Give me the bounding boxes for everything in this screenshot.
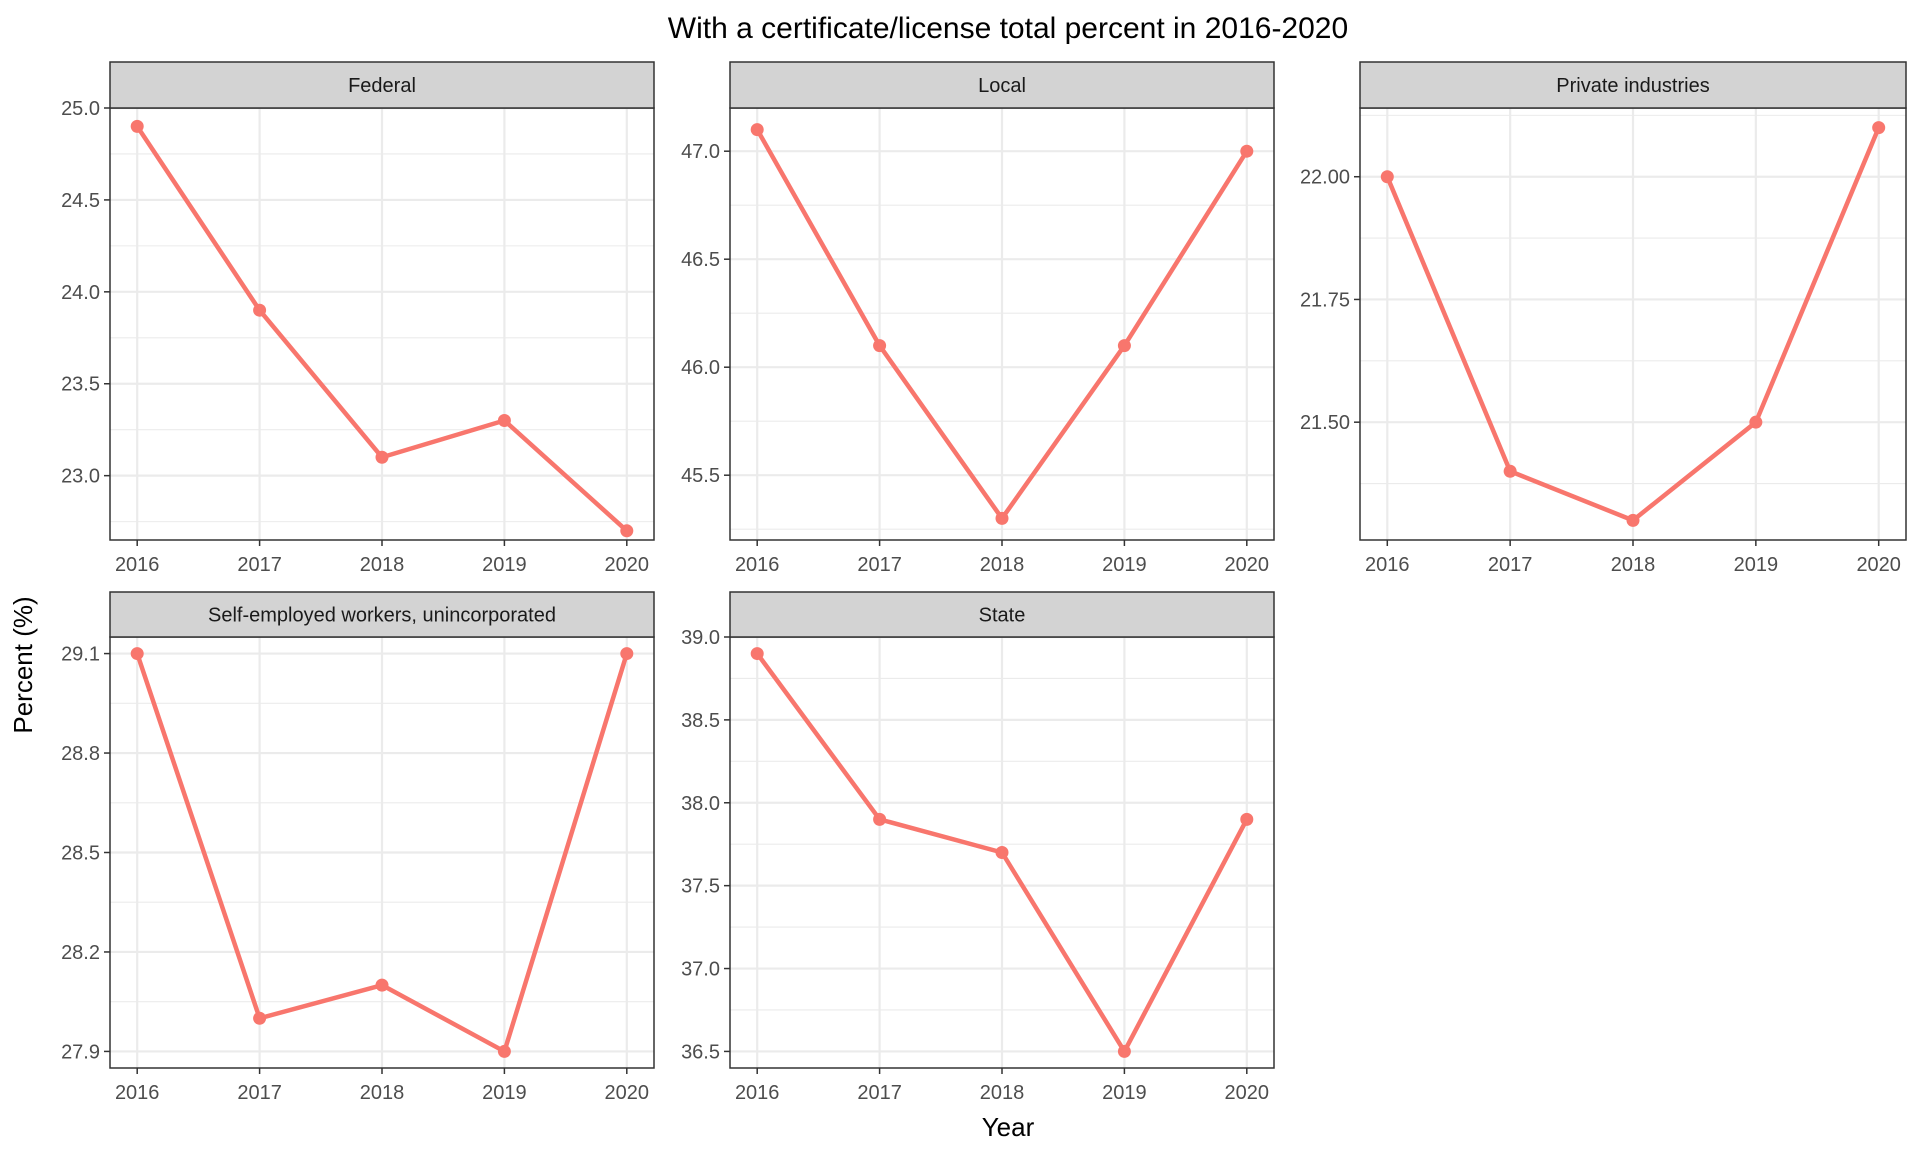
data-point [995, 846, 1009, 859]
y-tick-label: 39.0 [681, 627, 720, 649]
data-point [130, 119, 144, 133]
x-tick-label: 2017 [857, 1082, 902, 1104]
data-point [1240, 144, 1254, 158]
facet-panel-4: Self-employed workers, unincorporated 27.… [61, 591, 655, 1104]
facet-strip [109, 61, 655, 109]
chart-title: With a certificate/license total percent… [668, 12, 1348, 45]
x-tick-label: 2020 [605, 1082, 650, 1104]
y-tick-label: 37.5 [681, 876, 720, 898]
data-point [1117, 339, 1131, 353]
y-tick-label: 46.5 [681, 249, 720, 271]
x-tick-label: 2019 [1102, 554, 1147, 576]
facet-strip [729, 591, 1275, 638]
y-tick-label: 38.5 [681, 710, 720, 732]
data-point [1503, 464, 1517, 478]
y-tick-label: 28.8 [61, 743, 100, 765]
data-point [1240, 812, 1254, 826]
y-tick-label: 28.5 [61, 843, 100, 865]
x-tick-label: 2017 [237, 1082, 282, 1104]
facet-strip [729, 61, 1275, 109]
facet-strip-label: Self-employed workers, unincorporated [208, 605, 556, 627]
y-tick-label: 46.0 [681, 357, 720, 379]
facet-panels: Federal 23.0 23.5 24.0 24.5 25.0 2016 2017 2018 2… [61, 61, 1907, 1104]
y-axis-label: Percent (%) [8, 596, 38, 733]
y-tick-label: 25.0 [61, 98, 100, 120]
facet-panel-2: Local 45.5 46.0 46.5 47.0 2016 2017 2018 2019 202… [681, 61, 1275, 576]
y-tick-label: 29.1 [61, 644, 100, 666]
facet-strip-label: State [979, 605, 1026, 627]
facet-strip-label: Federal [348, 75, 416, 97]
x-tick-label: 2018 [360, 1082, 405, 1104]
data-point [1117, 1044, 1131, 1058]
x-tick-label: 2018 [980, 1082, 1025, 1104]
data-point [620, 524, 634, 538]
data-point [995, 511, 1009, 525]
x-tick-label: 2016 [1365, 554, 1410, 576]
x-tick-label: 2017 [1488, 554, 1533, 576]
data-point [497, 1044, 511, 1058]
data-point [497, 414, 511, 428]
x-tick-label: 2019 [1734, 554, 1779, 576]
data-point [620, 647, 634, 661]
y-tick-label: 23.5 [61, 374, 100, 396]
data-point [1626, 513, 1640, 527]
x-tick-label: 2019 [1102, 1082, 1147, 1104]
x-tick-label: 2016 [735, 554, 780, 576]
x-tick-label: 2019 [482, 554, 527, 576]
x-tick-label: 2020 [1225, 1082, 1270, 1104]
y-tick-label: 27.9 [61, 1041, 100, 1063]
data-point [873, 812, 887, 826]
y-tick-label: 45.5 [681, 465, 720, 487]
y-tick-label: 47.0 [681, 141, 720, 163]
x-tick-label: 2017 [857, 554, 902, 576]
facet-panel-5: State 36.5 37.0 37.5 38.0 38.5 39.0 2016 2017 201… [681, 591, 1275, 1104]
facet-panel-3: Private industries 21.50 21.75 22.00 2016 201… [1300, 61, 1907, 576]
x-tick-label: 2018 [980, 554, 1025, 576]
x-tick-label: 2017 [237, 554, 282, 576]
facet-strip [109, 591, 655, 638]
data-point [750, 647, 764, 661]
data-point [1380, 170, 1394, 184]
data-point [1749, 415, 1763, 429]
data-point [253, 303, 267, 317]
data-point [1872, 121, 1886, 135]
data-point [253, 1011, 267, 1025]
facet-panel-1: Federal 23.0 23.5 24.0 24.5 25.0 2016 2017 2018 2… [61, 61, 655, 576]
y-tick-label: 38.0 [681, 793, 720, 815]
x-axis-label: Year [982, 1112, 1035, 1142]
x-tick-label: 2018 [360, 554, 405, 576]
x-tick-label: 2020 [1856, 554, 1901, 576]
x-tick-label: 2018 [1611, 554, 1656, 576]
x-tick-label: 2020 [1225, 554, 1270, 576]
data-point [375, 978, 389, 992]
data-point [750, 123, 764, 137]
x-tick-label: 2016 [115, 1082, 160, 1104]
y-tick-label: 37.0 [681, 959, 720, 981]
y-tick-label: 36.5 [681, 1041, 720, 1063]
y-tick-label: 23.0 [61, 466, 100, 488]
data-point [130, 647, 144, 661]
x-tick-label: 2016 [735, 1082, 780, 1104]
facet-strip-label: Private industries [1556, 75, 1709, 97]
y-tick-label: 24.5 [61, 190, 100, 212]
y-tick-label: 22.00 [1300, 167, 1350, 189]
x-tick-label: 2016 [115, 554, 160, 576]
x-tick-label: 2019 [482, 1082, 527, 1104]
y-tick-label: 21.50 [1300, 412, 1350, 434]
data-point [375, 450, 389, 464]
facet-strip [1359, 61, 1907, 109]
x-tick-label: 2020 [605, 554, 650, 576]
data-point [873, 339, 887, 353]
y-tick-label: 21.75 [1300, 289, 1350, 311]
y-tick-label: 24.0 [61, 282, 100, 304]
y-tick-label: 28.2 [61, 942, 100, 964]
facet-strip-label: Local [978, 75, 1026, 97]
